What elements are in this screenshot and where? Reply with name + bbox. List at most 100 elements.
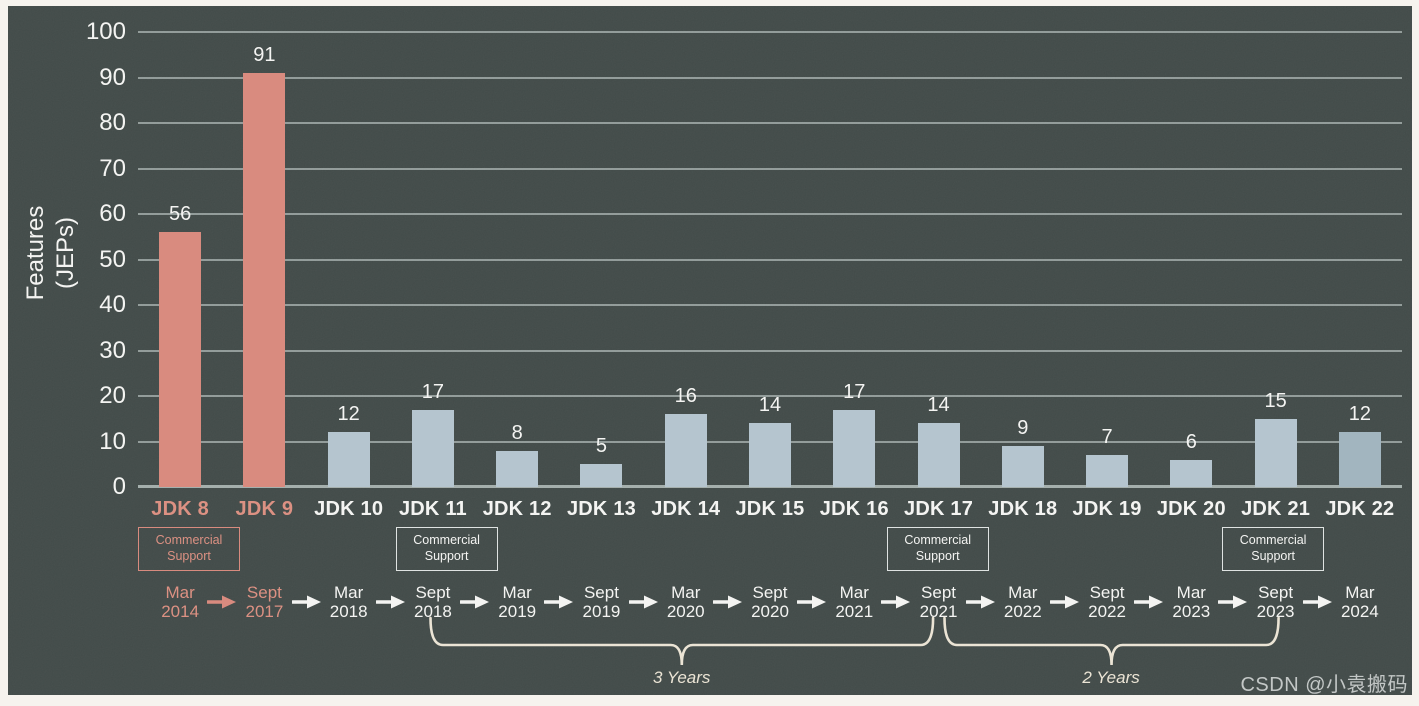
bar-column: 17 bbox=[812, 32, 896, 487]
bar-jdk-21 bbox=[1254, 418, 1297, 487]
gridline bbox=[138, 31, 1402, 33]
bar-value-label: 14 bbox=[927, 394, 950, 417]
bar-column: 15 bbox=[1233, 32, 1317, 487]
release-date-cell: Mar 2018 bbox=[291, 583, 391, 623]
category-label: JDK 18 bbox=[988, 498, 1058, 520]
bar-jdk-17 bbox=[917, 423, 960, 487]
bar-jdk-18 bbox=[1001, 446, 1044, 487]
y-tick-label: 40 bbox=[99, 291, 126, 318]
release-date-cell: Sept 2017 bbox=[207, 583, 306, 623]
release-date-label: Mar 2021 bbox=[835, 583, 874, 622]
release-date-label: Sept 2023 bbox=[1256, 583, 1295, 622]
commercial-support-cell bbox=[575, 527, 653, 573]
category-cell: JDK 8 bbox=[138, 498, 222, 524]
commercial-support-cell: Commercial Support bbox=[886, 527, 989, 573]
commercial-support-cell bbox=[1324, 527, 1402, 573]
release-date-label: Mar 2019 bbox=[498, 583, 537, 622]
category-cell: JDK 19 bbox=[1065, 498, 1149, 524]
gridline bbox=[138, 167, 1402, 170]
y-tick-label: 10 bbox=[99, 427, 126, 455]
bar-value-label: 17 bbox=[421, 380, 445, 403]
release-date-cell: Sept 2023 bbox=[1218, 583, 1317, 623]
category-cell: JDK 13 bbox=[559, 498, 643, 524]
bar-column: 56 bbox=[138, 32, 222, 487]
cadence-duration-label: 3 Years bbox=[653, 668, 711, 687]
cadence-brace bbox=[429, 616, 935, 666]
release-date-row: Mar 2014 Sept 2017 Mar 2018 Sept 2018 Mar 2019 Sep… bbox=[138, 583, 1402, 623]
bar-value-label: 17 bbox=[843, 380, 866, 403]
commercial-support-cell: Commercial Support bbox=[1222, 527, 1325, 573]
cadence-duration-label: 2 Years bbox=[1082, 668, 1140, 687]
plot-area: 56 91 12 17 8 5 16 14 17 14 9 7 6 15 12 bbox=[138, 31, 1402, 488]
bar-column: 14 bbox=[896, 32, 980, 487]
arrow-right-icon bbox=[460, 595, 490, 609]
bar-columns: 56 91 12 17 8 5 16 14 17 14 9 7 6 15 12 bbox=[138, 32, 1402, 487]
commercial-support-badge: Commercial Support bbox=[886, 527, 989, 571]
commercial-support-label: Commercial bbox=[904, 533, 972, 548]
bar-column: 12 bbox=[307, 32, 391, 487]
commercial-support-cell bbox=[989, 527, 1067, 573]
category-label: JDK 17 bbox=[904, 498, 974, 520]
gridline bbox=[138, 258, 1402, 261]
release-date-cell: Mar 2014 bbox=[138, 583, 222, 623]
bar-column: 12 bbox=[1318, 32, 1402, 487]
commercial-support-cell bbox=[731, 527, 809, 573]
category-cell: JDK 22 bbox=[1318, 498, 1402, 524]
category-label: JDK 11 bbox=[398, 498, 467, 520]
release-date-cell: Mar 2021 bbox=[797, 583, 896, 623]
y-tick-label: 20 bbox=[99, 382, 126, 409]
arrow-right-icon bbox=[1218, 595, 1248, 609]
release-date-cell: Sept 2021 bbox=[881, 583, 980, 623]
release-date-cell: Sept 2020 bbox=[712, 583, 812, 623]
bar-jdk-11 bbox=[411, 409, 454, 487]
commercial-support-label: Support bbox=[915, 549, 960, 563]
commercial-support-badge: Commercial Support bbox=[138, 527, 240, 571]
arrow-right-icon bbox=[1302, 595, 1332, 609]
release-date-cell: Sept 2018 bbox=[375, 583, 475, 623]
release-date-label: Sept 2018 bbox=[414, 583, 452, 622]
bar-column: 17 bbox=[391, 32, 475, 487]
bar-column: 91 bbox=[222, 32, 306, 487]
category-label: JDK 14 bbox=[651, 498, 721, 520]
bar-jdk-9 bbox=[243, 72, 286, 487]
release-date-label: Mar 2018 bbox=[329, 583, 368, 622]
bar-column: 5 bbox=[559, 32, 643, 487]
commercial-support-label: Commercial bbox=[1239, 533, 1307, 548]
release-date-cell: Mar 2020 bbox=[628, 583, 728, 623]
y-tick-label: 30 bbox=[99, 336, 126, 364]
category-label: JDK 16 bbox=[819, 498, 889, 520]
arrow-right-icon bbox=[797, 595, 827, 609]
commercial-support-row: Commercial Support Commercial Support Commer… bbox=[138, 527, 1402, 573]
chart-panel: Features (JEPs) 0 10 20 30 40 50 60 70 80 90 100 5… bbox=[8, 6, 1412, 696]
category-label: JDK 15 bbox=[735, 498, 805, 520]
bar-column: 14 bbox=[728, 32, 812, 487]
y-tick-label: 0 bbox=[112, 473, 126, 500]
bar-value-label: 7 bbox=[1101, 426, 1113, 449]
bar-jdk-19 bbox=[1086, 455, 1129, 487]
commercial-support-cell: Commercial Support bbox=[138, 527, 240, 573]
release-date-cell: Mar 2022 bbox=[965, 583, 1065, 623]
y-tick-label: 100 bbox=[85, 18, 126, 45]
bar-value-label: 6 bbox=[1185, 430, 1197, 453]
release-date-label: Sept 2017 bbox=[245, 583, 284, 622]
release-date-label: Sept 2021 bbox=[919, 583, 958, 622]
release-date-label: Sept 2019 bbox=[582, 583, 621, 622]
commercial-support-cell bbox=[498, 527, 576, 573]
bar-value-label: 12 bbox=[1348, 403, 1371, 426]
bar-value-label: 9 bbox=[1017, 417, 1029, 440]
y-tick-label: 60 bbox=[99, 200, 126, 227]
commercial-support-cell bbox=[1144, 527, 1222, 573]
y-tick-label: 70 bbox=[99, 154, 126, 182]
y-tick-label: 90 bbox=[99, 63, 126, 91]
gridline bbox=[138, 76, 1402, 79]
bar-column: 7 bbox=[1065, 32, 1149, 487]
gridline bbox=[138, 395, 1402, 397]
bar-jdk-12 bbox=[496, 450, 539, 487]
category-label: JDK 22 bbox=[1325, 498, 1395, 520]
gridline bbox=[138, 304, 1402, 306]
commercial-support-cell bbox=[318, 527, 396, 573]
arrow-right-icon bbox=[965, 595, 995, 609]
release-date-label: Sept 2022 bbox=[1088, 583, 1126, 622]
release-date-label: Mar 2014 bbox=[161, 583, 200, 622]
bar-jdk-14 bbox=[664, 414, 707, 487]
